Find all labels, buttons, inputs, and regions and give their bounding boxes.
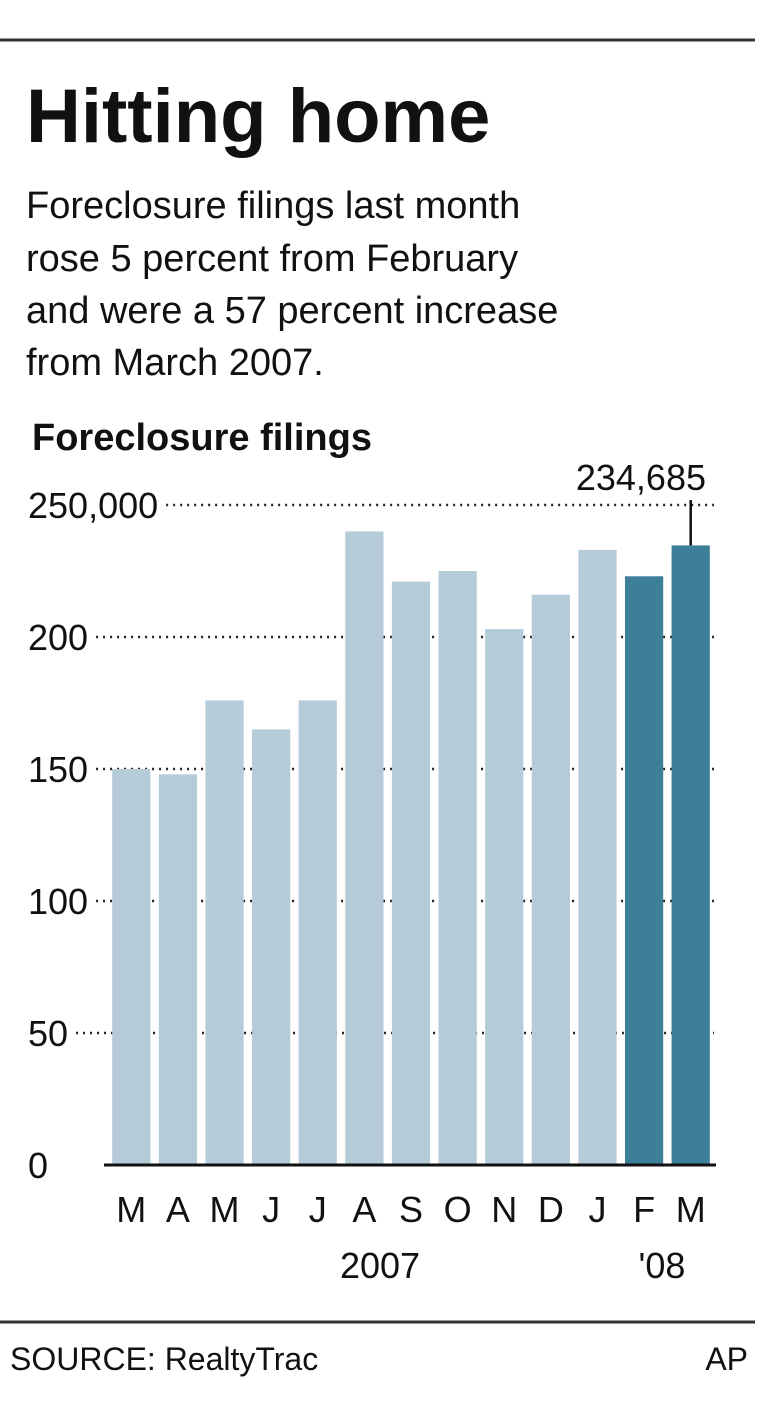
x-tick-label: D bbox=[538, 1189, 564, 1230]
x-tick-label: S bbox=[399, 1189, 423, 1230]
x-tick-label: J bbox=[262, 1189, 280, 1230]
y-tick-label: 250,000 bbox=[28, 485, 158, 526]
x-tick-label: M bbox=[116, 1189, 146, 1230]
x-tick-label: O bbox=[444, 1189, 472, 1230]
y-tick-label: 100 bbox=[28, 881, 88, 922]
year-label: 2007 bbox=[340, 1245, 420, 1286]
bar bbox=[624, 576, 664, 1165]
chart-title: Hitting home bbox=[26, 74, 490, 159]
credit: AP bbox=[705, 1341, 748, 1377]
value-label: 234,685 bbox=[576, 457, 706, 498]
axis-title: Foreclosure filings bbox=[32, 417, 372, 459]
bar bbox=[158, 774, 198, 1165]
bar bbox=[112, 769, 151, 1165]
subtitle-line: and were a 57 percent increase bbox=[26, 290, 558, 332]
y-tick-label: 150 bbox=[28, 749, 88, 790]
year-label: '08 bbox=[639, 1245, 686, 1286]
x-tick-label: A bbox=[166, 1189, 190, 1230]
x-tick-label: F bbox=[633, 1189, 655, 1230]
y-tick-label: 50 bbox=[28, 1013, 68, 1054]
bar bbox=[671, 545, 710, 1165]
x-tick-label: N bbox=[491, 1189, 517, 1230]
bar bbox=[391, 581, 431, 1165]
subtitle-line: Foreclosure filings last month bbox=[26, 185, 520, 227]
y-tick-label: 200 bbox=[28, 617, 88, 658]
bar bbox=[205, 700, 244, 1165]
subtitle-line: rose 5 percent from February bbox=[26, 238, 518, 280]
subtitle-line: from March 2007. bbox=[26, 342, 324, 384]
source: SOURCE: RealtyTrac bbox=[10, 1341, 318, 1377]
bar bbox=[531, 594, 570, 1165]
bar bbox=[578, 549, 617, 1165]
x-tick-label: J bbox=[588, 1189, 606, 1230]
x-tick-label: M bbox=[676, 1189, 706, 1230]
x-tick-label: J bbox=[309, 1189, 327, 1230]
bar bbox=[345, 531, 384, 1165]
y-tick-label: 0 bbox=[28, 1145, 48, 1186]
x-tick-label: A bbox=[352, 1189, 376, 1230]
x-tick-label: M bbox=[210, 1189, 240, 1230]
bar bbox=[485, 629, 524, 1165]
bar bbox=[298, 700, 337, 1165]
bar bbox=[252, 729, 291, 1165]
bar bbox=[438, 571, 477, 1165]
